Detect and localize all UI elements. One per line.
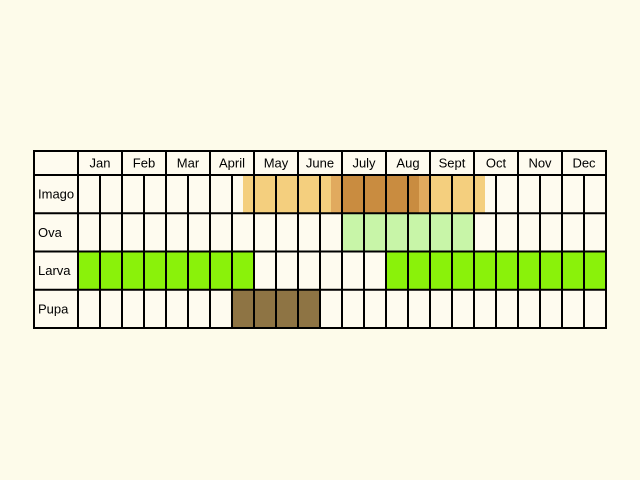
month-label: Aug: [396, 156, 419, 171]
stage-label-pupa: Pupa: [38, 301, 69, 316]
stage-label-ova: Ova: [38, 225, 63, 240]
month-label: Oct: [486, 156, 507, 171]
month-label: Jan: [90, 156, 111, 171]
stage-label-larva: Larva: [38, 263, 71, 278]
month-label: June: [306, 156, 334, 171]
stage-label-imago: Imago: [38, 187, 74, 202]
month-label: Mar: [177, 156, 200, 171]
imago-bar-segment-2: [342, 175, 419, 214]
table-border: [33, 150, 607, 329]
month-label: July: [352, 156, 376, 171]
month-label: Dec: [572, 156, 596, 171]
imago-bar-segment-3: [419, 175, 430, 214]
month-label: Nov: [528, 156, 552, 171]
month-label: Feb: [133, 156, 155, 171]
month-label: May: [264, 156, 289, 171]
imago-bar-segment-4: [430, 175, 485, 214]
imago-bar-segment-1: [331, 175, 342, 214]
month-label: Sept: [439, 156, 466, 171]
month-label: April: [219, 156, 245, 171]
imago-bar-segment-0: [243, 175, 331, 214]
